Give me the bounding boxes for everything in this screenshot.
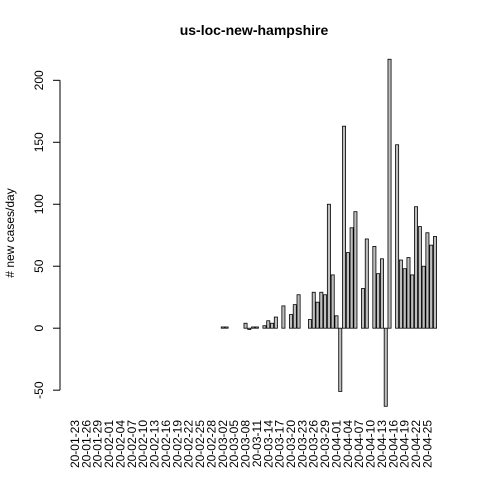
- x-tick-label: 20-03-05: [227, 420, 241, 468]
- bar: [334, 315, 339, 329]
- bar: [345, 252, 350, 329]
- bar: [379, 258, 384, 329]
- bar: [326, 203, 331, 329]
- x-tick-label: 20-02-01: [102, 420, 116, 468]
- bar: [307, 319, 312, 329]
- x-tick-label: 20-03-17: [273, 420, 287, 468]
- x-tick-label: 20-01-23: [68, 420, 82, 468]
- bar: [421, 265, 426, 329]
- y-tick-label: 50: [32, 259, 46, 273]
- bar: [361, 288, 365, 329]
- bar: [266, 320, 271, 329]
- y-tick-label: 100: [32, 194, 46, 214]
- bar: [338, 327, 343, 392]
- x-tick-label: 20-02-16: [159, 420, 173, 468]
- x-tick-label: 20-03-11: [250, 420, 264, 467]
- bar: [224, 326, 229, 329]
- bar: [429, 244, 434, 329]
- bar: [349, 227, 354, 329]
- bar: [292, 304, 297, 329]
- y-tick-label: 150: [32, 132, 46, 152]
- x-tick-label: 20-03-02: [216, 420, 230, 468]
- bar: [342, 125, 347, 329]
- x-tick-label: 20-04-19: [398, 420, 412, 468]
- x-tick-label: 20-04-01: [329, 420, 343, 468]
- x-tick-label: 20-02-22: [182, 420, 196, 468]
- bar: [262, 325, 267, 329]
- bar: [402, 268, 407, 329]
- x-tick-label: 20-03-26: [307, 420, 321, 468]
- bar: [395, 144, 400, 329]
- bar: [398, 259, 403, 329]
- bar: [289, 314, 293, 329]
- x-tick-label: 20-01-29: [91, 420, 105, 468]
- bar: [410, 274, 415, 329]
- x-tick-label: 20-04-10: [364, 420, 378, 468]
- x-tick-label: 20-03-29: [318, 420, 332, 468]
- bar: [220, 326, 225, 329]
- bar: [417, 226, 422, 329]
- bar: [376, 273, 381, 329]
- x-tick-label: 20-02-07: [125, 420, 139, 468]
- y-axis-label: # new cases/day: [3, 188, 17, 277]
- bar: [296, 294, 301, 329]
- bar: [273, 316, 278, 329]
- chart-title: us-loc-new-hampshire: [180, 22, 329, 38]
- y-tick-label: 0: [32, 325, 46, 332]
- y-tick-label: 200: [32, 70, 46, 90]
- bar: [311, 291, 316, 329]
- x-tick-label: 20-04-13: [375, 420, 389, 468]
- bar: [254, 326, 259, 329]
- bar: [247, 327, 252, 330]
- bar: [425, 232, 430, 329]
- bar: [243, 322, 248, 329]
- x-tick-label: 20-02-25: [193, 420, 207, 468]
- x-tick-label: 20-02-13: [148, 420, 162, 468]
- x-tick-label: 20-01-26: [79, 420, 93, 468]
- x-tick-label: 20-02-19: [170, 420, 184, 468]
- bar: [270, 322, 275, 329]
- x-tick-label: 20-02-04: [113, 420, 127, 468]
- x-tick-label: 20-03-08: [239, 420, 253, 468]
- x-tick-label: 20-03-20: [284, 420, 298, 468]
- x-tick-label: 20-02-10: [136, 420, 150, 468]
- x-tick-label: 20-03-23: [295, 420, 309, 468]
- bar: [323, 294, 328, 329]
- x-tick-label: 20-04-04: [341, 420, 355, 468]
- bar: [330, 274, 335, 329]
- x-tick-label: 20-03-14: [261, 420, 275, 468]
- bar: [251, 326, 256, 329]
- bar: [372, 245, 377, 329]
- bar: [383, 327, 388, 407]
- bar: [281, 305, 286, 329]
- x-tick-label: 20-04-16: [386, 420, 400, 468]
- bar: [406, 257, 411, 329]
- x-tick-label: 20-04-25: [420, 420, 434, 468]
- x-tick-label: 20-04-22: [409, 420, 423, 468]
- bar: [433, 236, 437, 329]
- bar: [315, 301, 320, 329]
- bar: [364, 238, 369, 329]
- bar: [414, 206, 419, 329]
- x-tick-label: 20-02-28: [204, 420, 218, 468]
- x-tick-label: 20-04-07: [352, 420, 366, 468]
- bar: [319, 291, 324, 329]
- bar: [387, 58, 392, 329]
- bar: [353, 211, 358, 329]
- y-tick-label: -50: [32, 381, 46, 399]
